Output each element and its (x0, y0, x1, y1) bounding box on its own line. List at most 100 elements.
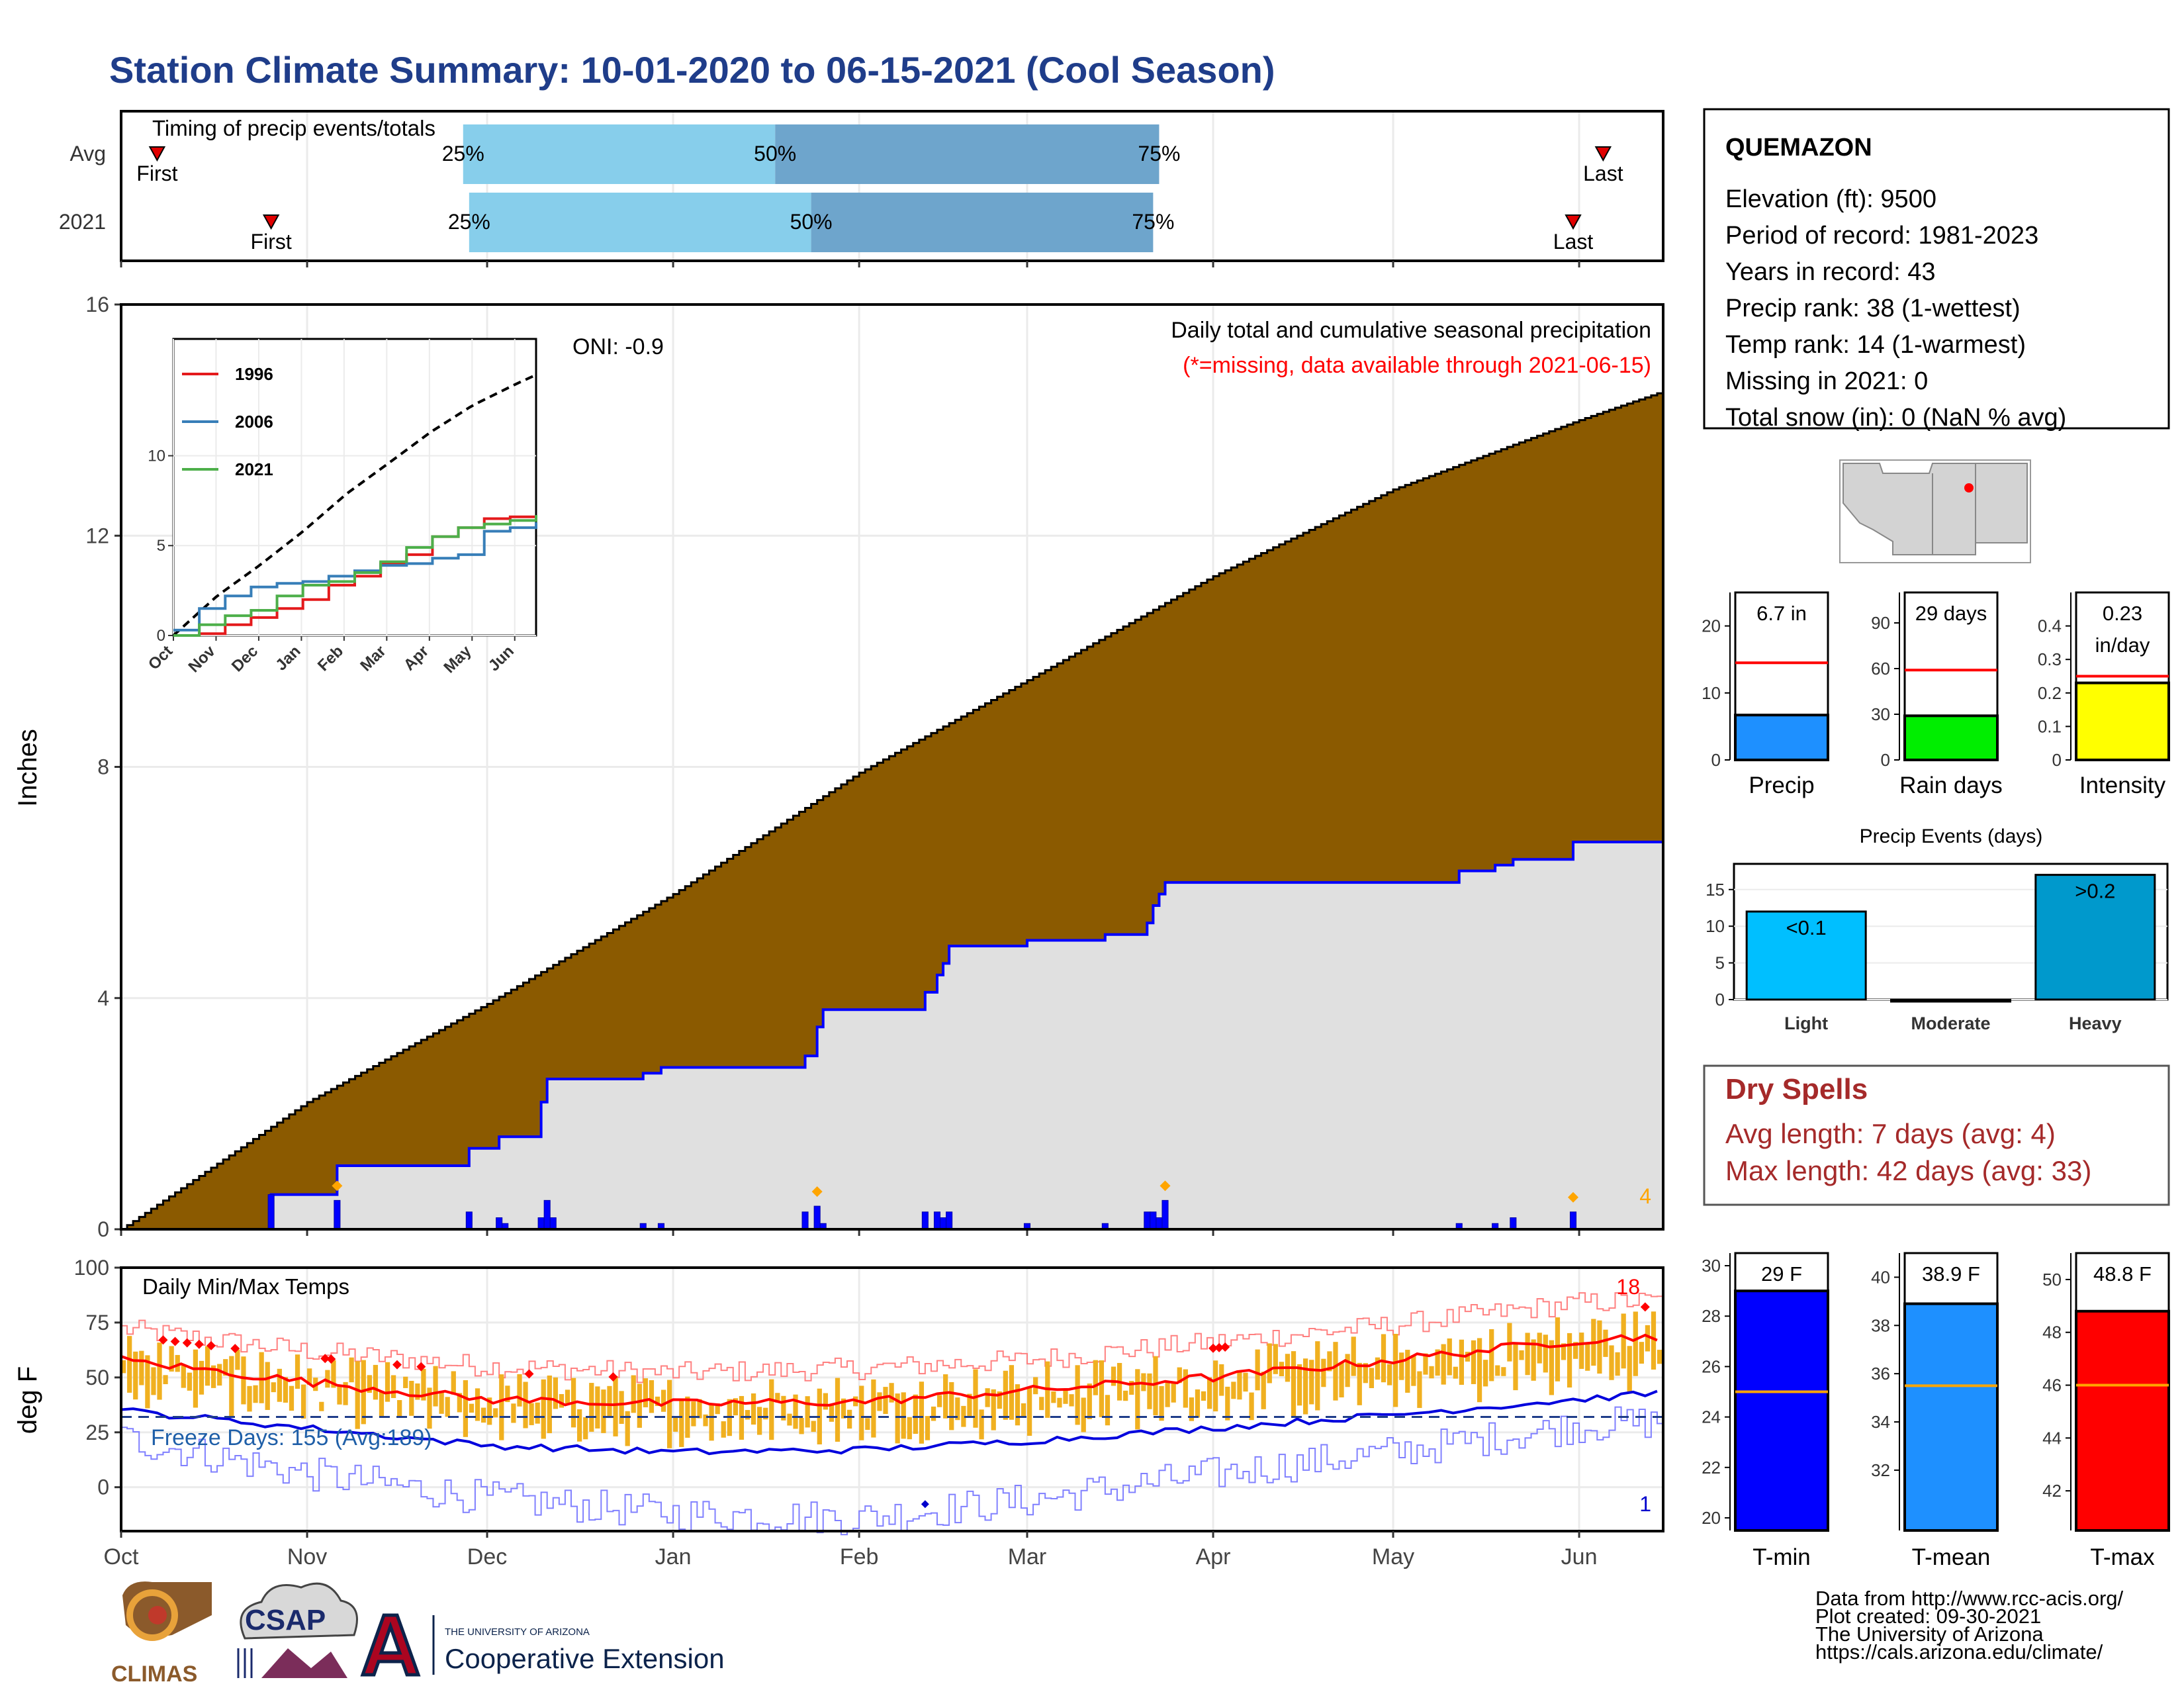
daily-temp-bar (1189, 1397, 1195, 1421)
daily-temp-bar (1657, 1350, 1662, 1364)
daily-temp-bar (1026, 1387, 1032, 1436)
daily-temp-bar (1417, 1371, 1422, 1408)
first-event-marker (262, 214, 280, 230)
daily-temp-bar (643, 1378, 649, 1407)
daily-temp-bar (1021, 1403, 1026, 1418)
events-y-tick-label: 0 (1715, 990, 1725, 1009)
daily-temp-bar (541, 1379, 546, 1439)
daily-temp-bar (697, 1399, 702, 1419)
avg-min-line (120, 1389, 1658, 1456)
daily-temp-bar (1375, 1357, 1381, 1380)
daily-temp-bar (379, 1391, 385, 1418)
daily-temp-bar (187, 1372, 192, 1391)
daily-temp-bar (157, 1342, 162, 1400)
daily-precip-bar (549, 1217, 557, 1230)
daily-temp-bar (1225, 1386, 1230, 1421)
daily-temp-bar (1567, 1333, 1572, 1388)
daily-temp-bar (373, 1364, 379, 1400)
record-high-marker (170, 1336, 180, 1346)
daily-temp-bar (1015, 1384, 1021, 1426)
record-min-line (121, 1406, 1664, 1536)
station-line-6: Missing in 2021: 0 (1725, 367, 1928, 395)
daily-temp-bar (1357, 1362, 1362, 1405)
csap-logo-text: CSAP (245, 1604, 326, 1636)
daily-temp-bar (1165, 1382, 1170, 1407)
daily-temp-bar (625, 1411, 630, 1446)
daily-temp-bar (547, 1375, 552, 1434)
summary-bar-value (1734, 714, 1829, 762)
daily-temp-bar (253, 1385, 258, 1403)
daily-temp-bar (505, 1385, 510, 1403)
daily-temp-bar (583, 1417, 588, 1440)
daily-temp-bar (721, 1421, 726, 1438)
record-max-line (121, 1292, 1664, 1383)
daily-temp-bar (985, 1388, 990, 1407)
daily-temp-bar (1645, 1325, 1651, 1352)
record-high-marker (182, 1338, 192, 1348)
daily-temp-bar (163, 1375, 168, 1385)
daily-precip-bar (537, 1217, 545, 1230)
daily-temp-bar (1519, 1350, 1524, 1360)
inset-series-line (173, 522, 537, 632)
temp-bar-value-label: 29 F (1761, 1262, 1802, 1286)
daily-temp-bar (1423, 1353, 1428, 1375)
daily-temp-bar (1339, 1362, 1344, 1397)
daily-temp-bar (1105, 1395, 1111, 1426)
events-category-label: Heavy (2069, 1013, 2122, 1033)
daily-temp-bar (757, 1407, 762, 1435)
daily-temp-bar (367, 1375, 372, 1393)
daily-temp-bar (151, 1367, 156, 1395)
record-high-marker (1208, 1343, 1218, 1353)
daily-temp-bar (1411, 1355, 1416, 1386)
daily-temp-bar (1333, 1342, 1338, 1401)
daily-temp-bar (733, 1398, 738, 1416)
inset-legend-label: 1996 (235, 364, 273, 384)
summary-bar-tick-label: 0 (1711, 750, 1721, 770)
temp-bar-tick-label: 40 (1871, 1267, 1890, 1287)
record-high-marker (194, 1339, 204, 1349)
precip-events-title: Precip Events (days) (1860, 825, 2043, 847)
station-line-4: Precip rank: 38 (1-wettest) (1725, 295, 2021, 322)
cumulative-2021-area (121, 842, 1663, 1229)
record-high-marker (158, 1335, 168, 1345)
summary-bar-tick-label: 10 (1702, 683, 1721, 703)
precip-missing-note: (*=missing, data available through 2021-… (1183, 353, 1651, 378)
month-axis: Oct Nov Dec Jan Feb Mar Apr May Jun (104, 1531, 1597, 1570)
daily-temp-bar (1099, 1360, 1105, 1417)
first-event-label: First (136, 162, 177, 185)
daily-temp-bar (949, 1382, 954, 1430)
daily-temp-bar (210, 1365, 216, 1388)
daily-temp-bar (1069, 1394, 1074, 1407)
summary-bar-tick-label: 0.3 (2038, 649, 2062, 669)
month-tick-label: May (1372, 1544, 1414, 1570)
daily-temp-bar (355, 1361, 360, 1429)
freeze-days-text: Freeze Days: 155 (Avg:189) (151, 1425, 432, 1450)
daily-temp-bar (523, 1382, 528, 1429)
daily-temp-bar (1237, 1372, 1242, 1400)
daily-temp-bar (1147, 1373, 1152, 1409)
record-high-count: 18 (1616, 1275, 1640, 1299)
daily-temp-bar (487, 1397, 492, 1425)
daily-temp-bar (217, 1364, 222, 1386)
last-event-label: Last (1553, 230, 1594, 254)
daily-temp-bar (1063, 1389, 1068, 1404)
daily-temp-bar (871, 1379, 876, 1438)
daily-temp-bar (943, 1374, 948, 1419)
heavy-event-marker (811, 1186, 823, 1197)
dry-spells-box: Dry Spells Avg length: 7 days (avg: 4) M… (1703, 1064, 2170, 1206)
daily-temp-bar (601, 1389, 606, 1433)
daily-temp-bar (577, 1409, 582, 1442)
daily-temp-bar (1597, 1320, 1602, 1374)
events-bar (1890, 998, 2011, 1003)
daily-temp-bar (205, 1346, 210, 1386)
daily-temp-bar (139, 1350, 144, 1385)
avg-max-line (120, 1333, 1658, 1407)
station-line-2: Period of record: 1981-2023 (1725, 222, 2038, 250)
record-high-marker (326, 1354, 336, 1364)
temp-y-tick-label: 50 (85, 1366, 109, 1389)
station-line-3: Years in record: 43 (1725, 258, 1936, 286)
daily-temp-bar (967, 1393, 972, 1418)
daily-temp-bar (691, 1401, 696, 1427)
daily-temp-bar (241, 1356, 246, 1405)
record-high-marker (392, 1360, 402, 1370)
